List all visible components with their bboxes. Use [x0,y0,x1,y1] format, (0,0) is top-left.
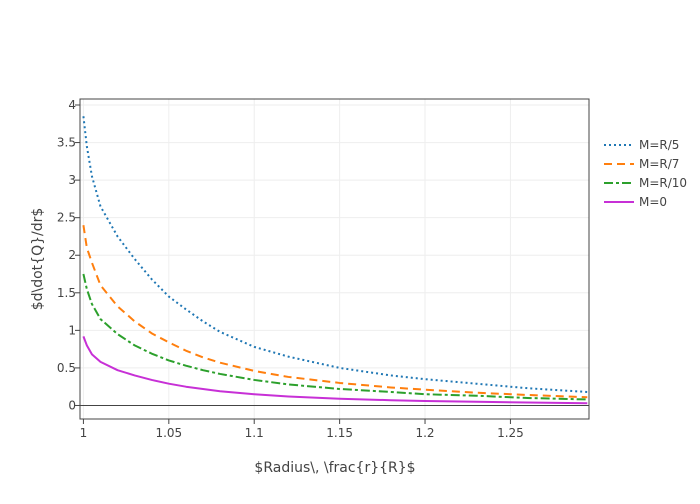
plot-frame [79,98,590,420]
y-tick-label: 2.5 [57,211,76,225]
y-tick-label: 0.5 [57,361,76,375]
x-tick-label: 1 [80,426,88,440]
x-tick-label: 1.1 [245,426,264,440]
legend-label: M=R/7 [639,157,679,171]
legend-label: M=R/10 [639,176,687,190]
series-line-m-r-5 [82,116,588,393]
legend-item[interactable]: M=0 [604,195,667,209]
x-tick-label: 1.25 [497,426,524,440]
legend-item[interactable]: M=R/5 [604,138,679,152]
y-tick-label: 2 [68,248,76,262]
y-tick-label: 4 [68,98,76,112]
series-lines [82,116,588,405]
y-tick-label: 1.5 [57,286,76,300]
series-line-m-r-7 [82,225,588,399]
x-axis-title: $Radius\, \frac{r}{R}$ [254,460,415,476]
axes [79,98,590,420]
y-tick-label: 1 [68,323,76,337]
x-tick-label: 1.15 [326,426,353,440]
y-tick-label: 0 [68,398,76,412]
series-line-m-0 [82,336,588,405]
legend[interactable]: M=R/5 M=R/7 M=R/10 M=0 [604,138,687,209]
y-tick-label: 3.5 [57,136,76,150]
legend-item[interactable]: M=R/7 [604,157,679,171]
legend-item[interactable]: M=R/10 [604,176,687,190]
grid [80,99,589,419]
y-axis-title: $d\dot{Q}/dr$ [30,208,46,311]
y-tick-label: 3 [68,173,76,187]
x-tick-label: 1.2 [415,426,434,440]
tick-labels: 1 1.05 1.1 1.15 1.2 1.25 0 0.5 1 1.5 2 2.5 3 3.5 4 [57,98,524,440]
series-line-m-r-10 [82,273,588,401]
x-tick-label: 1.05 [155,426,182,440]
legend-label: M=R/5 [639,138,679,152]
legend-label: M=0 [639,195,667,209]
